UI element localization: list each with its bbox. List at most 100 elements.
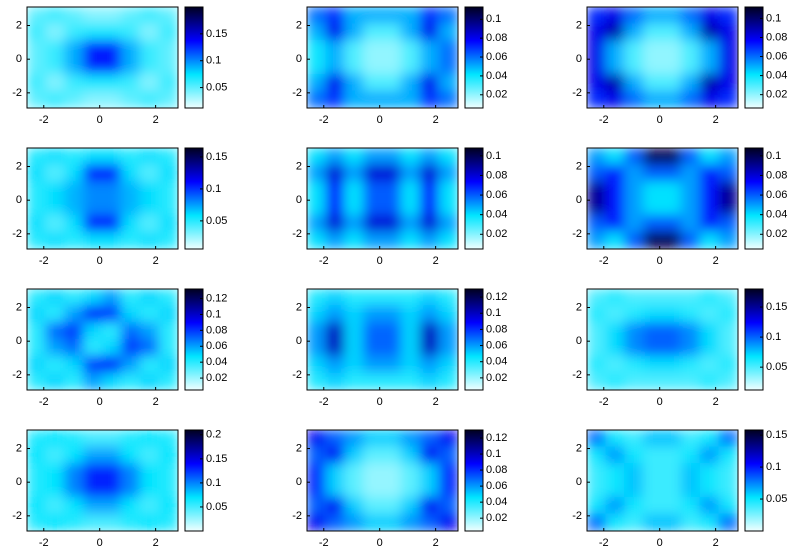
heatmap-cell (718, 339, 738, 357)
heatmap-area (307, 148, 458, 249)
heatmap-cell (45, 57, 66, 75)
x-tick-label: 2 (153, 255, 159, 267)
heatmap-cell (325, 513, 346, 531)
heatmap-cell (307, 181, 327, 199)
y-tick-label: 2 (16, 442, 22, 454)
heatmap-cell (438, 355, 458, 374)
x-tick-label: 2 (153, 396, 159, 408)
heatmap-cell (680, 7, 701, 25)
colorbar-tick-label: 0.08 (766, 169, 787, 181)
heatmap-area (587, 148, 738, 249)
heatmap-cell (325, 322, 346, 340)
heatmap-cell (158, 164, 178, 183)
heatmap-cell (382, 57, 402, 75)
heatmap-cell (64, 148, 85, 166)
heatmap-cell (64, 339, 85, 357)
heatmap-cell (605, 305, 626, 324)
colorbar-tick-label: 0.08 (486, 323, 507, 335)
heatmap-cell (102, 181, 122, 199)
heatmap-cell (325, 480, 346, 498)
heatmap-cell (344, 57, 365, 75)
heatmap-cell (158, 355, 178, 374)
heatmap-cell (158, 463, 178, 481)
x-tick-label: -2 (319, 255, 329, 267)
x-tick-label: 2 (433, 537, 439, 549)
heatmap-cell (605, 372, 626, 390)
x-tick-label: 2 (713, 396, 719, 408)
y-tick-label: 0 (576, 194, 582, 206)
x-tick-label: -2 (39, 255, 49, 267)
y-tick-label: 2 (296, 301, 302, 313)
heatmap-cell (120, 339, 141, 357)
heatmap-cell (382, 355, 402, 374)
heatmap-cell (64, 322, 85, 340)
colorbar-tick-label: 0.06 (206, 340, 227, 352)
heatmap-cell (158, 57, 178, 75)
colorbar-tick-label: 0.1 (766, 461, 781, 473)
heatmap-cell (662, 289, 682, 307)
colorbar-tick-label: 0.06 (486, 480, 507, 492)
heatmap-cell (680, 73, 701, 92)
heatmap-cell (587, 463, 607, 481)
heatmap-cell (64, 214, 85, 233)
heatmap-cell (120, 181, 141, 199)
heatmap-cell (139, 463, 160, 481)
heatmap-cell (45, 198, 66, 216)
heatmap-cell (158, 305, 178, 324)
plot-frame (26, 147, 179, 250)
x-tick-label: -2 (599, 537, 609, 549)
y-tick-label: -2 (572, 228, 582, 240)
colorbar-tick-label: 0.05 (766, 361, 787, 373)
colorbar (744, 288, 764, 391)
heatmap-cell (27, 73, 47, 92)
heatmap-cell (662, 372, 682, 390)
heatmap-cell (344, 231, 365, 249)
colorbar-tick-label: 0.04 (486, 356, 507, 368)
x-tick-label: 2 (713, 255, 719, 267)
heatmap-cell (158, 289, 178, 307)
heatmap-cell (624, 289, 645, 307)
y-tick-label: 0 (296, 53, 302, 65)
heatmap-cell (344, 40, 365, 58)
heatmap-cell (27, 430, 47, 448)
heatmap-cell (363, 90, 383, 108)
heatmap-cell (438, 40, 458, 58)
colorbar-tick-label: 0.05 (206, 215, 227, 227)
heatmap-cell (400, 23, 421, 42)
heatmap-cell (605, 40, 626, 58)
heatmap-cell (438, 231, 458, 249)
heatmap-cell (400, 339, 421, 357)
heatmap-cell (662, 446, 682, 465)
heatmap-cell (45, 23, 66, 42)
heatmap-cell (83, 446, 103, 465)
y-tick-label: 0 (296, 335, 302, 347)
heatmap-cell (382, 289, 402, 307)
heatmap-cell (680, 198, 701, 216)
colorbar (464, 147, 484, 250)
heatmap-cell (363, 355, 383, 374)
y-tick-label: -2 (12, 369, 22, 381)
x-tick-label: 0 (377, 114, 383, 126)
heatmap-cell (419, 23, 440, 42)
heatmap-cell (158, 339, 178, 357)
heatmap-cell (624, 305, 645, 324)
heatmap-cell (363, 305, 383, 324)
colorbar-tick-label: 0.02 (486, 372, 507, 384)
heatmap-cell (45, 430, 66, 448)
colorbar-tick-label: 0.04 (486, 70, 507, 82)
heatmap-cell (102, 463, 122, 481)
y-tick-label: -2 (572, 87, 582, 99)
heatmap-cell (400, 322, 421, 340)
heatmap-cell (325, 231, 346, 249)
heatmap-cell (680, 164, 701, 183)
x-tick-label: 2 (433, 255, 439, 267)
heatmap-cell (139, 339, 160, 357)
heatmap-cells (27, 289, 178, 390)
heatmap-cell (45, 289, 66, 307)
heatmap-area (307, 289, 458, 390)
heatmap-cell (158, 430, 178, 448)
y-tick-label: -2 (572, 510, 582, 522)
heatmap-cell (643, 289, 663, 307)
heatmap-cell (624, 57, 645, 75)
heatmap-cell (605, 355, 626, 374)
